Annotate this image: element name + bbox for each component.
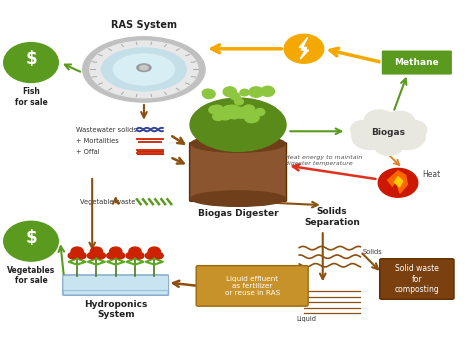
- Circle shape: [109, 247, 122, 256]
- Circle shape: [4, 221, 58, 261]
- FancyBboxPatch shape: [190, 142, 286, 201]
- Text: Liquid effluent
as fertilizer
or reuse in RAS: Liquid effluent as fertilizer or reuse i…: [225, 276, 280, 296]
- Ellipse shape: [101, 48, 186, 91]
- Circle shape: [219, 110, 232, 120]
- Circle shape: [374, 133, 404, 155]
- Ellipse shape: [83, 37, 205, 102]
- Text: Methane: Methane: [394, 58, 439, 67]
- Circle shape: [78, 253, 86, 259]
- Text: Vegetable waste: Vegetable waste: [81, 199, 136, 205]
- Text: Solid waste
for
composting: Solid waste for composting: [394, 264, 439, 294]
- Text: $: $: [25, 50, 37, 68]
- Circle shape: [363, 112, 414, 150]
- Ellipse shape: [137, 64, 151, 71]
- Circle shape: [261, 86, 274, 96]
- Circle shape: [352, 124, 388, 149]
- Circle shape: [224, 105, 237, 116]
- Circle shape: [107, 253, 115, 259]
- Ellipse shape: [90, 41, 198, 98]
- FancyBboxPatch shape: [63, 275, 168, 295]
- Text: Solids: Solids: [363, 248, 383, 255]
- Circle shape: [209, 106, 220, 114]
- Text: Wastewater solids: Wastewater solids: [76, 127, 137, 132]
- Circle shape: [4, 43, 58, 82]
- Circle shape: [129, 247, 141, 256]
- Circle shape: [240, 89, 249, 96]
- Text: Liquid: Liquid: [296, 316, 316, 322]
- Circle shape: [203, 89, 215, 99]
- FancyBboxPatch shape: [380, 259, 454, 299]
- Polygon shape: [388, 171, 408, 193]
- Circle shape: [88, 253, 96, 259]
- Text: Vegetables
for sale: Vegetables for sale: [7, 266, 55, 285]
- Text: + Offal: + Offal: [76, 149, 100, 155]
- Circle shape: [148, 247, 160, 256]
- Ellipse shape: [140, 66, 148, 70]
- Circle shape: [223, 87, 237, 97]
- Circle shape: [240, 110, 249, 117]
- Circle shape: [378, 168, 418, 197]
- Text: Solids
Separation: Solids Separation: [304, 207, 360, 227]
- Circle shape: [213, 113, 223, 120]
- Ellipse shape: [190, 98, 286, 151]
- Circle shape: [235, 98, 243, 105]
- Circle shape: [71, 247, 83, 256]
- Circle shape: [350, 121, 375, 138]
- Circle shape: [284, 34, 324, 63]
- Text: Biogas: Biogas: [372, 128, 406, 138]
- Circle shape: [249, 87, 264, 97]
- Ellipse shape: [113, 54, 174, 85]
- Circle shape: [386, 111, 414, 132]
- Circle shape: [244, 112, 259, 123]
- Circle shape: [146, 253, 154, 259]
- Circle shape: [228, 110, 240, 119]
- Ellipse shape: [191, 191, 285, 206]
- Circle shape: [223, 106, 235, 115]
- Circle shape: [97, 253, 105, 259]
- Circle shape: [228, 105, 240, 115]
- Circle shape: [90, 247, 102, 256]
- Circle shape: [211, 105, 223, 114]
- Ellipse shape: [191, 135, 285, 152]
- Circle shape: [155, 253, 163, 259]
- FancyBboxPatch shape: [381, 50, 453, 75]
- Circle shape: [390, 124, 425, 149]
- FancyBboxPatch shape: [196, 266, 308, 306]
- Circle shape: [116, 253, 125, 259]
- Circle shape: [255, 108, 265, 116]
- Text: + Mortalities: + Mortalities: [76, 138, 118, 144]
- Text: RAS System: RAS System: [111, 20, 177, 30]
- Polygon shape: [394, 177, 403, 187]
- Circle shape: [241, 110, 250, 116]
- Text: Heat energy to maintain
digester temperature: Heat energy to maintain digester tempera…: [285, 155, 363, 166]
- Circle shape: [243, 105, 255, 114]
- Polygon shape: [299, 38, 309, 59]
- Text: Heat: Heat: [422, 170, 441, 179]
- Circle shape: [136, 253, 144, 259]
- Text: Hydroponics
System: Hydroponics System: [84, 300, 147, 319]
- Text: Biogas Digester: Biogas Digester: [198, 209, 278, 218]
- Circle shape: [364, 110, 394, 132]
- Circle shape: [402, 121, 427, 138]
- FancyBboxPatch shape: [63, 276, 168, 291]
- FancyBboxPatch shape: [63, 278, 168, 295]
- Text: Fish
for sale: Fish for sale: [15, 87, 47, 107]
- Circle shape: [202, 89, 212, 97]
- Circle shape: [230, 93, 240, 100]
- Circle shape: [68, 253, 77, 259]
- Circle shape: [126, 253, 135, 259]
- Text: $: $: [25, 229, 37, 247]
- Circle shape: [234, 107, 248, 118]
